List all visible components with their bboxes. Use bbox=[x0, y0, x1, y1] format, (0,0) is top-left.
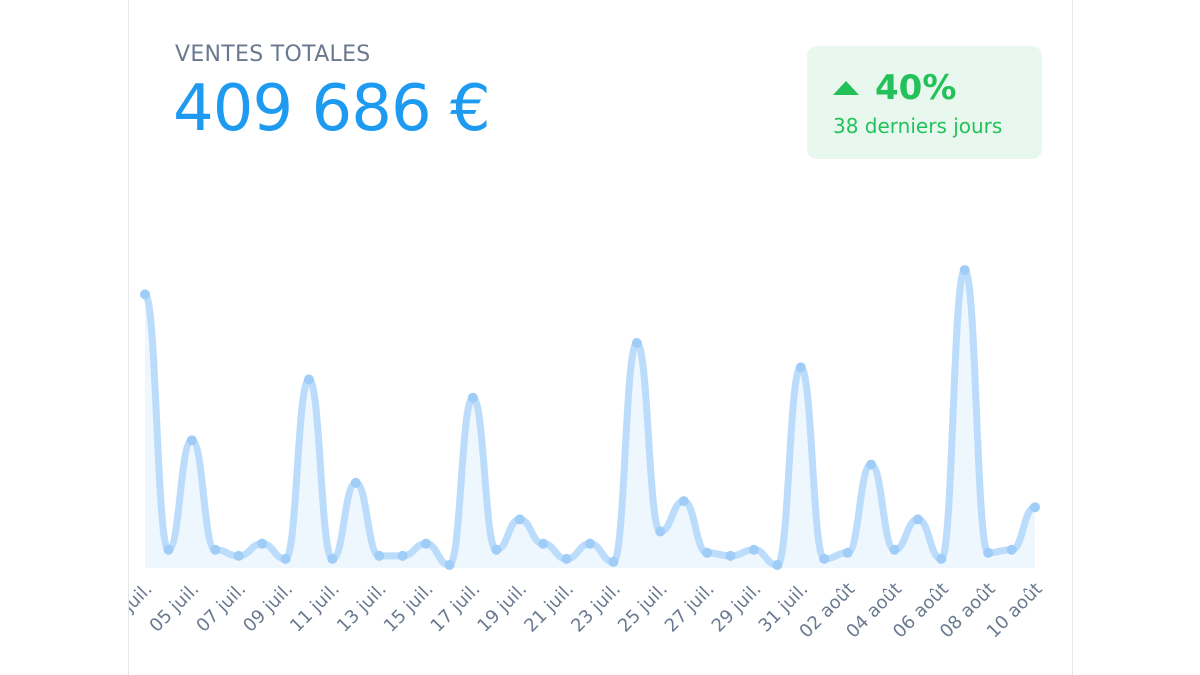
x-tick-label: 15 juil. bbox=[380, 579, 438, 637]
data-point bbox=[912, 514, 923, 525]
data-point bbox=[983, 547, 994, 558]
sales-chart: 03 juil.05 juil.07 juil.09 juil.11 juil.… bbox=[129, 265, 1047, 643]
data-points bbox=[140, 265, 1040, 570]
x-tick-label: 21 juil. bbox=[520, 579, 578, 637]
data-point bbox=[678, 496, 689, 507]
data-point bbox=[538, 538, 549, 549]
sales-line bbox=[141, 266, 1039, 569]
data-point bbox=[631, 338, 642, 349]
data-point bbox=[467, 392, 478, 403]
data-point bbox=[936, 553, 947, 564]
data-point bbox=[819, 553, 830, 564]
data-point bbox=[210, 544, 221, 555]
data-point bbox=[140, 289, 150, 300]
data-point bbox=[655, 526, 666, 537]
data-point bbox=[397, 550, 408, 561]
data-point bbox=[959, 265, 970, 276]
data-point bbox=[889, 544, 900, 555]
data-point bbox=[1030, 502, 1040, 513]
data-point bbox=[303, 374, 314, 385]
data-point bbox=[748, 544, 759, 555]
growth-period: 38 derniers jours bbox=[833, 114, 1003, 138]
sales-card: VENTES TOTALES 409 686 € 40% 38 derniers… bbox=[128, 0, 1073, 675]
data-point bbox=[327, 553, 338, 564]
data-point bbox=[233, 550, 244, 561]
x-tick-label: 13 juil. bbox=[333, 579, 391, 637]
triangle-up-icon bbox=[833, 81, 859, 95]
x-tick-label: 17 juil. bbox=[427, 579, 485, 637]
x-tick-label: 07 juil. bbox=[192, 579, 250, 637]
data-point bbox=[421, 538, 432, 549]
data-point bbox=[795, 362, 806, 373]
data-point bbox=[725, 550, 736, 561]
data-point bbox=[585, 538, 595, 549]
data-point bbox=[491, 544, 502, 555]
data-point bbox=[444, 559, 455, 570]
growth-row: 40% bbox=[833, 68, 956, 108]
data-point bbox=[514, 514, 525, 525]
x-tick-label: 23 juil. bbox=[567, 579, 625, 637]
data-point bbox=[257, 538, 268, 549]
data-point bbox=[866, 459, 877, 470]
data-point bbox=[350, 477, 361, 488]
total-sales-value: 409 686 € bbox=[173, 72, 491, 146]
x-axis-ticks: 03 juil.05 juil.07 juil.09 juil.11 juil.… bbox=[129, 579, 1047, 643]
x-tick-label: 11 juil. bbox=[286, 579, 344, 637]
data-point bbox=[163, 544, 174, 555]
x-tick-label: 05 juil. bbox=[146, 579, 204, 637]
data-point bbox=[608, 556, 619, 567]
sales-area bbox=[145, 270, 1035, 568]
data-point bbox=[702, 547, 713, 558]
growth-percentage: 40% bbox=[875, 68, 957, 108]
data-point bbox=[561, 553, 572, 564]
data-point bbox=[186, 435, 197, 446]
x-tick-label: 09 juil. bbox=[239, 579, 297, 637]
growth-badge: 40% 38 derniers jours bbox=[807, 46, 1042, 159]
data-point bbox=[842, 547, 853, 558]
data-point bbox=[280, 553, 291, 564]
x-tick-label: 29 juil. bbox=[708, 579, 766, 637]
data-point bbox=[1006, 544, 1017, 555]
x-tick-label: 19 juil. bbox=[473, 579, 531, 637]
card-title: VENTES TOTALES bbox=[175, 42, 371, 67]
x-tick-label: 25 juil. bbox=[614, 579, 672, 637]
data-point bbox=[772, 559, 783, 570]
data-point bbox=[374, 550, 385, 561]
x-tick-label: 27 juil. bbox=[661, 579, 719, 637]
